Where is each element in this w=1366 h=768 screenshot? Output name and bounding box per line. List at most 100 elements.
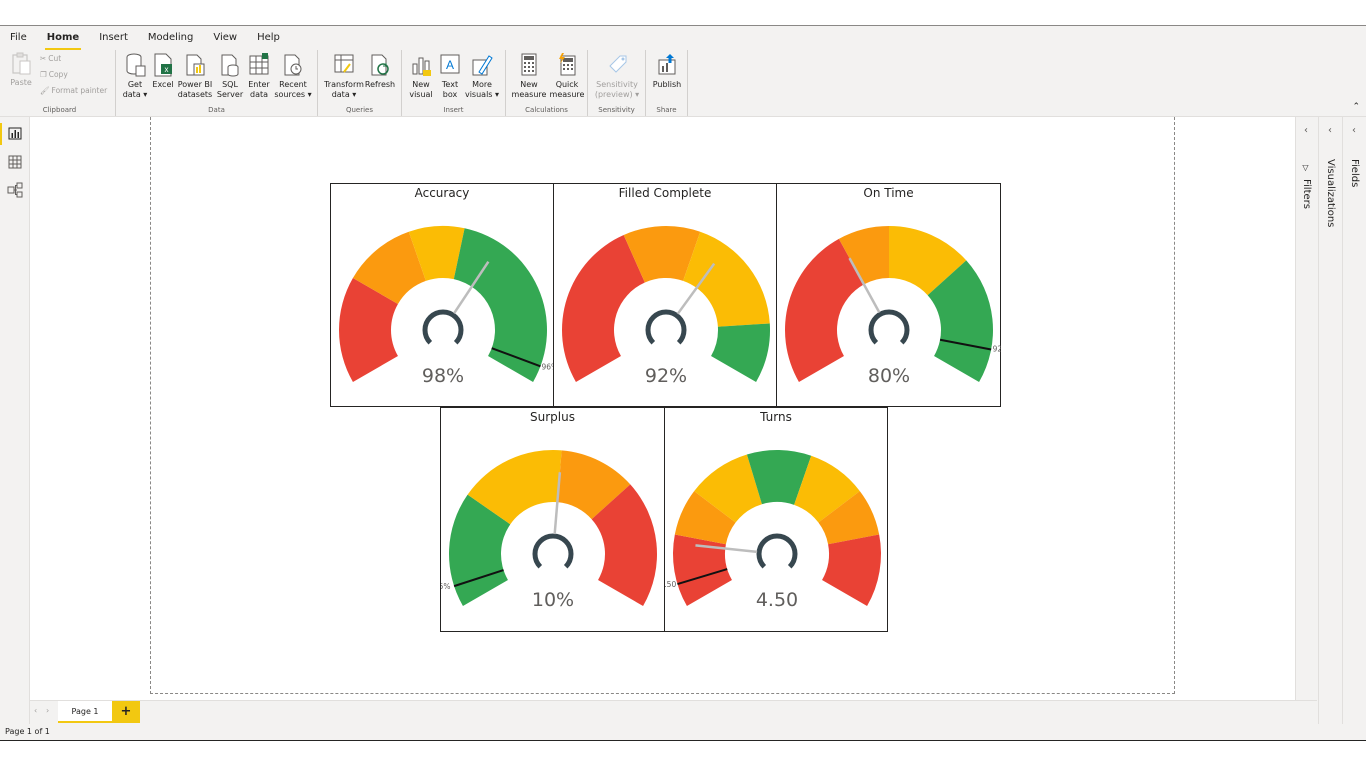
power-bi-label-1: Power BI	[177, 80, 213, 89]
gauge-band-green	[711, 323, 770, 382]
model-view-icon[interactable]	[6, 181, 24, 199]
new-visual-button[interactable]: New visual	[406, 52, 436, 100]
group-label-share: Share	[656, 106, 677, 114]
fields-pane-collapsed[interactable]: ‹ Fields	[1342, 117, 1366, 724]
gauge-band-green	[449, 494, 511, 606]
gauge-tile-on-time[interactable]: On Time 92% 80%	[776, 183, 1001, 407]
expand-fields-icon[interactable]: ‹	[1352, 125, 1356, 136]
gauge-band-green	[927, 260, 993, 382]
gauge-needle	[676, 262, 716, 315]
prev-page-icon[interactable]: ‹	[34, 706, 38, 715]
cut-icon: ✂	[40, 54, 47, 63]
collapse-ribbon-icon[interactable]: ⌃	[1352, 102, 1360, 112]
refresh-button[interactable]: Refresh	[364, 52, 396, 90]
tab-view[interactable]: View	[213, 32, 238, 43]
tab-help[interactable]: Help	[257, 32, 280, 43]
gauge-target-label: 96%	[542, 363, 555, 372]
gauge-tile-accuracy[interactable]: Accuracy 96% 98%	[330, 183, 555, 407]
sql-label-1: SQL	[222, 80, 238, 89]
enter-data-label-1: Enter	[248, 80, 270, 89]
calculator-icon	[521, 53, 537, 76]
recent-sources-button[interactable]: Recent sources ▾	[273, 52, 313, 100]
gauge-tile-filled-complete[interactable]: Filled Complete 92%	[553, 183, 777, 407]
sql-label-2: Server	[216, 90, 244, 99]
gauge-target-label: 92%	[993, 344, 1001, 353]
gauge-target-marker	[491, 347, 541, 368]
gauge-value-label: 98%	[422, 365, 464, 387]
format-painter-label: Format painter	[51, 86, 108, 95]
page-tab-1[interactable]: Page 1	[58, 701, 112, 723]
quick-measure-button[interactable]: Quick measure	[548, 52, 586, 100]
cut-button[interactable]: ✂ Cut	[40, 54, 61, 63]
gauge-needle	[695, 544, 758, 554]
expand-filters-icon[interactable]: ‹	[1304, 125, 1308, 136]
excel-button[interactable]: x Excel	[150, 52, 176, 90]
more-visuals-button[interactable]: More visuals ▾	[464, 52, 500, 100]
power-bi-datasets-button[interactable]: Power BI datasets	[176, 52, 214, 100]
cut-label: Cut	[48, 54, 62, 63]
group-insert: New visual A Text box More visuals ▾ Ins…	[402, 50, 506, 116]
add-page-button[interactable]: +	[112, 701, 140, 723]
transform-icon	[334, 54, 354, 73]
page-count-status: Page 1 of 1	[5, 727, 50, 736]
database-icon	[126, 53, 146, 77]
visualizations-pane-collapsed[interactable]: ‹ Visualizations	[1318, 117, 1342, 724]
transform-data-button[interactable]: Transform data ▾	[324, 52, 364, 100]
tab-file[interactable]: File	[10, 32, 27, 43]
get-data-label-2: data ▾	[122, 90, 148, 99]
next-page-icon[interactable]: ›	[46, 706, 50, 715]
group-label-queries: Queries	[345, 106, 374, 114]
gauge-tile-surplus[interactable]: Surplus 5% 10%	[440, 407, 665, 632]
gauge-band-orange	[352, 231, 426, 304]
gauge-band-green	[453, 228, 547, 382]
sensitivity-button[interactable]: Sensitivity (preview) ▾	[592, 52, 642, 100]
new-measure-label-2: measure	[511, 90, 547, 99]
copy-label: Copy	[48, 70, 68, 79]
text-box-button[interactable]: A Text box	[436, 52, 464, 100]
report-view-icon[interactable]	[6, 125, 24, 143]
gauge-band-green	[746, 450, 812, 505]
expand-visualizations-icon[interactable]: ‹	[1328, 125, 1332, 136]
data-view-icon[interactable]	[6, 153, 24, 171]
gauge-chart: 92%	[562, 226, 770, 387]
fields-label: Fields	[1349, 159, 1360, 188]
transform-label-1: Transform	[324, 80, 364, 89]
filters-pane-collapsed[interactable]: ‹ ▽ Filters	[1295, 117, 1318, 724]
table-icon	[249, 53, 269, 75]
text-box-label-2: box	[442, 90, 458, 99]
sensitivity-label-icon	[609, 55, 627, 73]
gauge-chart: 5.50 4.50	[665, 450, 881, 611]
get-data-button[interactable]: Get data ▾	[120, 52, 150, 100]
sql-server-button[interactable]: SQL Server	[215, 52, 245, 100]
enter-data-button[interactable]: Enter data	[245, 52, 273, 100]
gauge-target-marker	[677, 568, 728, 586]
gauge-hub	[756, 533, 798, 569]
publish-button[interactable]: Publish	[650, 52, 684, 90]
paste-label: Paste	[10, 78, 32, 87]
gauge-value-label: 10%	[532, 589, 574, 611]
dataset-icon	[186, 54, 205, 76]
text-box-label-1: Text	[441, 80, 459, 89]
gauge-chart: 92% 80%	[785, 226, 1001, 387]
format-painter-button[interactable]: 🖌 Format painter	[40, 86, 107, 95]
gauge-band-red	[822, 534, 881, 606]
gauge-needle	[553, 472, 562, 535]
group-share: Publish Share	[646, 50, 688, 116]
gauge-band-yellow	[794, 455, 860, 523]
new-measure-button[interactable]: New measure	[510, 52, 548, 100]
quick-measure-label-2: measure	[549, 90, 585, 99]
tab-insert[interactable]: Insert	[99, 32, 128, 43]
title-bar	[0, 0, 1366, 26]
paste-button[interactable]: Paste	[8, 52, 34, 88]
tab-modeling[interactable]: Modeling	[147, 32, 194, 43]
copy-button[interactable]: ❐ Copy	[40, 70, 68, 79]
power-bi-label-2: datasets	[177, 90, 213, 99]
menu-tabs: File Home Insert Modeling View Help	[0, 30, 290, 50]
more-visuals-label-2: visuals ▾	[464, 90, 500, 99]
gauge-hub	[422, 309, 464, 345]
gauge-needle	[848, 257, 881, 314]
clock-icon	[284, 54, 302, 76]
tab-home[interactable]: Home	[37, 30, 89, 50]
svg-text:x: x	[165, 65, 169, 74]
gauge-tile-turns[interactable]: Turns 5.50 4.50	[664, 407, 888, 632]
